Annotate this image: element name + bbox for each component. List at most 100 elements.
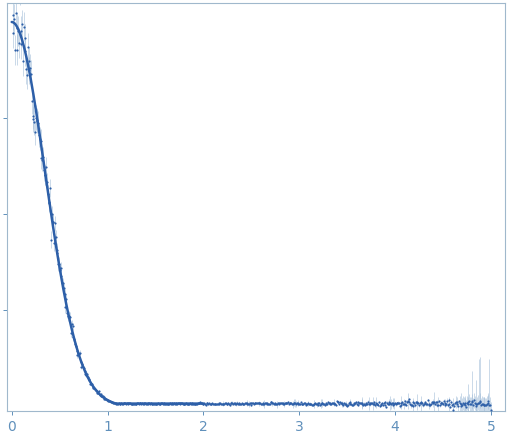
Point xyxy=(484,399,492,406)
Point xyxy=(52,234,60,241)
Point xyxy=(481,402,489,409)
Point xyxy=(108,399,116,406)
Point xyxy=(363,400,371,407)
Point xyxy=(239,400,247,407)
Point xyxy=(337,400,345,407)
Point xyxy=(73,348,81,355)
Point xyxy=(341,400,350,407)
Point xyxy=(260,400,268,407)
Point xyxy=(447,399,455,406)
Point xyxy=(323,400,331,407)
Point xyxy=(215,401,224,408)
Point xyxy=(462,403,470,410)
Point xyxy=(425,400,433,407)
Point xyxy=(458,401,466,408)
Point xyxy=(133,400,141,407)
Point xyxy=(388,400,396,407)
Point xyxy=(443,398,451,405)
Point xyxy=(96,391,104,398)
Point xyxy=(119,400,128,407)
Point xyxy=(93,389,102,396)
Point xyxy=(65,312,73,319)
Point xyxy=(228,399,236,406)
Point xyxy=(369,400,377,407)
Point xyxy=(237,401,245,408)
Point xyxy=(299,401,307,408)
Point xyxy=(415,402,423,409)
Point xyxy=(288,401,296,408)
Point xyxy=(302,401,310,408)
Point xyxy=(432,402,440,409)
Point xyxy=(109,399,117,406)
Point xyxy=(285,400,293,407)
Point xyxy=(422,401,430,408)
Point xyxy=(210,400,218,407)
Point xyxy=(446,403,454,410)
Point xyxy=(55,260,63,267)
Point xyxy=(295,400,303,407)
Point xyxy=(161,400,169,407)
Point xyxy=(461,402,469,409)
Point xyxy=(270,400,278,407)
Point xyxy=(345,399,353,406)
Point xyxy=(284,399,292,406)
Point xyxy=(263,399,271,406)
Point xyxy=(431,400,439,407)
Point xyxy=(272,400,280,407)
Point xyxy=(287,399,295,406)
Point xyxy=(196,399,204,406)
Point xyxy=(167,400,175,407)
Point xyxy=(48,210,56,217)
Point xyxy=(49,218,57,225)
Point xyxy=(353,400,361,407)
Point xyxy=(43,179,51,186)
Point xyxy=(350,400,358,407)
Point xyxy=(140,400,148,407)
Point xyxy=(455,398,463,405)
Point xyxy=(375,399,383,406)
Point xyxy=(444,397,453,404)
Point xyxy=(362,399,370,406)
Point xyxy=(94,390,102,397)
Point xyxy=(169,400,177,407)
Point xyxy=(139,401,147,408)
Point xyxy=(471,400,480,407)
Point xyxy=(49,218,57,225)
Point xyxy=(387,401,395,408)
Point xyxy=(473,401,482,408)
Point xyxy=(301,399,309,406)
Point xyxy=(28,115,37,122)
Point xyxy=(45,198,53,205)
Point xyxy=(170,400,178,407)
Point xyxy=(21,35,29,42)
Point xyxy=(82,371,90,378)
Point xyxy=(325,399,333,406)
Point xyxy=(59,280,67,287)
Point xyxy=(485,398,493,405)
Point xyxy=(332,401,340,408)
Point xyxy=(119,400,127,407)
Point xyxy=(134,400,142,407)
Point xyxy=(50,239,58,246)
Point xyxy=(357,400,365,407)
Point xyxy=(470,397,478,404)
Point xyxy=(232,400,240,407)
Point xyxy=(304,400,312,407)
Point xyxy=(256,400,264,407)
Point xyxy=(97,393,105,400)
Point xyxy=(135,400,143,407)
Point xyxy=(312,400,320,407)
Point xyxy=(155,400,163,407)
Point xyxy=(460,400,468,407)
Point xyxy=(158,400,167,407)
Point xyxy=(421,399,429,406)
Point xyxy=(348,401,357,408)
Point xyxy=(63,310,71,317)
Point xyxy=(310,401,319,408)
Point xyxy=(127,400,135,407)
Point xyxy=(53,250,61,257)
Point xyxy=(338,401,346,408)
Point xyxy=(285,400,294,407)
Point xyxy=(239,400,247,407)
Point xyxy=(112,400,120,407)
